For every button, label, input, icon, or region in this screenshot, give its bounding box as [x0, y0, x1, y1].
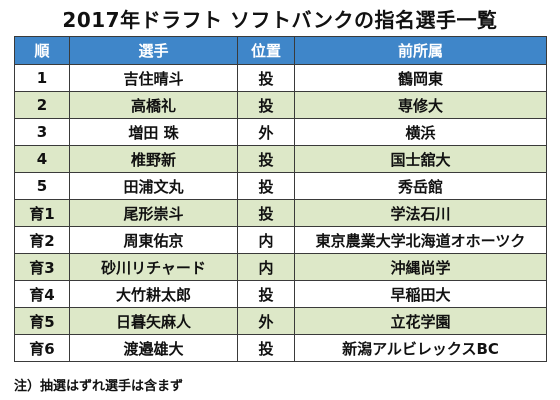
header-previous-team: 前所属 — [294, 36, 547, 65]
cell-position: 投 — [237, 145, 295, 173]
header-order: 順 — [14, 36, 70, 65]
cell-order: 育2 — [14, 226, 70, 254]
table-row: 育2 周東佑京 内 東京農業大学北海道オホーツク — [14, 226, 547, 254]
cell-order: 2 — [14, 91, 70, 119]
cell-player: 大竹耕太郎 — [69, 280, 238, 308]
cell-position: 内 — [237, 226, 295, 254]
table-row: 3 増田 珠 外 横浜 — [14, 118, 547, 146]
table-header-row: 順 選手 位置 前所属 — [14, 36, 547, 65]
cell-previous-team: 国士舘大 — [294, 145, 547, 173]
table-row: 育6 渡邉雄大 投 新潟アルビレックスBC — [14, 334, 547, 362]
cell-player: 尾形崇斗 — [69, 199, 238, 227]
header-player: 選手 — [69, 36, 238, 65]
cell-player: 渡邉雄大 — [69, 334, 238, 362]
cell-order: 5 — [14, 172, 70, 200]
table-row: 育3 砂川リチャード 内 沖縄尚学 — [14, 253, 547, 281]
cell-position: 外 — [237, 118, 295, 146]
table-row: 育1 尾形崇斗 投 学法石川 — [14, 199, 547, 227]
cell-previous-team: 学法石川 — [294, 199, 547, 227]
cell-previous-team: 沖縄尚学 — [294, 253, 547, 281]
cell-previous-team: 早稲田大 — [294, 280, 547, 308]
cell-previous-team: 鶴岡東 — [294, 64, 547, 92]
table-row: 1 吉住晴斗 投 鶴岡東 — [14, 64, 547, 92]
cell-player: 増田 珠 — [69, 118, 238, 146]
cell-order: 育5 — [14, 307, 70, 335]
table-row: 4 椎野新 投 国士舘大 — [14, 145, 547, 173]
cell-position: 外 — [237, 307, 295, 335]
cell-position: 投 — [237, 280, 295, 308]
cell-previous-team: 新潟アルビレックスBC — [294, 334, 547, 362]
cell-position: 投 — [237, 199, 295, 227]
cell-previous-team: 専修大 — [294, 91, 547, 119]
cell-position: 投 — [237, 172, 295, 200]
cell-previous-team: 東京農業大学北海道オホーツク — [294, 226, 547, 254]
table-row: 2 高橋礼 投 専修大 — [14, 91, 547, 119]
cell-order: 1 — [14, 64, 70, 92]
cell-position: 投 — [237, 334, 295, 362]
cell-position: 投 — [237, 64, 295, 92]
draft-table: 順 選手 位置 前所属 1 吉住晴斗 投 鶴岡東 2 高橋礼 投 専修大 3 増… — [14, 36, 547, 362]
cell-order: 育1 — [14, 199, 70, 227]
footnote: 注）抽選はずれ選手は含まず — [14, 379, 184, 394]
cell-player: 吉住晴斗 — [69, 64, 238, 92]
page-title: 2017年ドラフト ソフトバンクの指名選手一覧 — [62, 8, 498, 32]
cell-player: 周東佑京 — [69, 226, 238, 254]
table-row: 育5 日暮矢麻人 外 立花学園 — [14, 307, 547, 335]
cell-player: 日暮矢麻人 — [69, 307, 238, 335]
header-position: 位置 — [237, 36, 295, 65]
table-row: 5 田浦文丸 投 秀岳館 — [14, 172, 547, 200]
cell-player: 椎野新 — [69, 145, 238, 173]
cell-previous-team: 立花学園 — [294, 307, 547, 335]
cell-player: 田浦文丸 — [69, 172, 238, 200]
cell-previous-team: 秀岳館 — [294, 172, 547, 200]
cell-previous-team: 横浜 — [294, 118, 547, 146]
cell-position: 投 — [237, 91, 295, 119]
cell-order: 育3 — [14, 253, 70, 281]
cell-player: 砂川リチャード — [69, 253, 238, 281]
cell-position: 内 — [237, 253, 295, 281]
cell-order: 3 — [14, 118, 70, 146]
cell-order: 育4 — [14, 280, 70, 308]
cell-order: 4 — [14, 145, 70, 173]
table-row: 育4 大竹耕太郎 投 早稲田大 — [14, 280, 547, 308]
cell-player: 高橋礼 — [69, 91, 238, 119]
cell-order: 育6 — [14, 334, 70, 362]
